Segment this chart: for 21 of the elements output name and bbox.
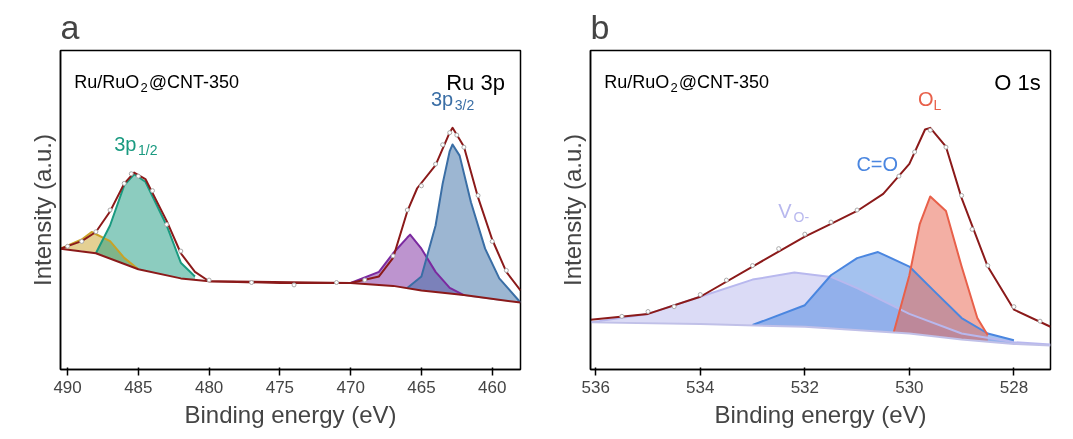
text: Ru 3p bbox=[446, 69, 505, 95]
text: C=O bbox=[856, 153, 899, 176]
x-tick-label: 534 bbox=[686, 377, 715, 397]
chart-title: b bbox=[590, 7, 610, 46]
x-axis-title: Binding energy (eV) bbox=[714, 400, 927, 428]
chart-title: a bbox=[60, 7, 80, 46]
x-tick-label: 475 bbox=[265, 377, 295, 397]
x-tick-label: 532 bbox=[790, 377, 820, 397]
x-tick-label: 536 bbox=[581, 377, 610, 397]
y-axis-title: Intensity (a.u.) bbox=[558, 133, 586, 287]
x-tick-label: 490 bbox=[53, 377, 82, 397]
x-tick-label: 465 bbox=[407, 377, 436, 397]
text: O 1s bbox=[994, 69, 1041, 95]
x-tick-label: 460 bbox=[478, 377, 507, 397]
x-axis-title: Binding energy (eV) bbox=[184, 400, 397, 428]
x-tick-label: 480 bbox=[194, 377, 224, 397]
x-tick-label: 470 bbox=[336, 377, 365, 397]
x-tick-label: 530 bbox=[895, 377, 924, 397]
x-tick-label: 528 bbox=[999, 377, 1029, 397]
x-tick-label: 485 bbox=[124, 377, 153, 397]
y-axis-title: Intensity (a.u.) bbox=[28, 133, 56, 287]
